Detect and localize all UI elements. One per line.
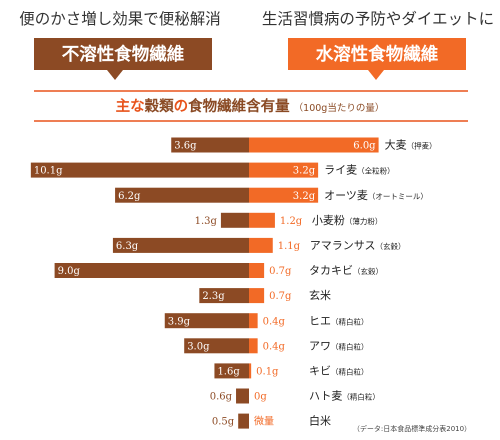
soluble-value-label: 1.2g: [280, 216, 303, 227]
soluble-value-label: 3.2g: [293, 166, 316, 177]
soluble-bar: [249, 288, 265, 304]
category-name: 小麦粉: [312, 214, 345, 227]
category-label: タカキビ（玄穀）: [309, 264, 383, 277]
category-note: （押麦）: [407, 141, 437, 151]
soluble-bar: [249, 237, 273, 253]
soluble-bar: [249, 187, 319, 203]
insoluble-value-label: 3.6g: [174, 141, 197, 152]
category-note: （玄穀）: [376, 241, 406, 251]
insoluble-bar: [30, 162, 250, 178]
category-name: キビ: [309, 365, 331, 378]
insoluble-badge: 不溶性食物繊維: [34, 38, 212, 80]
insoluble-value-label: 3.0g: [187, 341, 210, 352]
insoluble-bar: [54, 263, 249, 278]
insoluble-badge-label: 不溶性食物繊維: [62, 44, 185, 65]
insoluble-bar: [236, 388, 249, 404]
insoluble-caption: 便のかさ増し効果で便秘解消: [19, 10, 221, 28]
category-name: アワ: [309, 339, 331, 352]
category-label: アワ（精白粒）: [309, 339, 369, 352]
category-name: アマランサス: [310, 239, 376, 252]
insoluble-bar: [238, 413, 249, 429]
category-note: （精白粒）: [331, 367, 369, 377]
category-name: タカキビ: [309, 264, 353, 277]
category-note: （薄力粉）: [345, 216, 383, 226]
soluble-value-label: 0.4g: [263, 316, 286, 327]
category-label: 大麦（押麦）: [385, 138, 437, 152]
source-note: （データ:日本食品標準成分表2010）: [353, 424, 471, 433]
insoluble-bar: [199, 288, 249, 304]
category-label: 小麦粉（薄力粉）: [312, 214, 383, 227]
soluble-value-label: 0g: [254, 392, 267, 403]
title-unit-note: （100g当たりの量）: [294, 102, 385, 114]
category-name: 玄米: [309, 288, 331, 302]
insoluble-bar: [112, 237, 249, 253]
category-note: （玄穀）: [353, 266, 383, 276]
soluble-bar: [249, 137, 379, 153]
insoluble-value-label: 0.6g: [210, 392, 233, 403]
insoluble-bar: [220, 212, 249, 228]
category-label: 白米: [309, 414, 331, 428]
soluble-value-label: 微量: [254, 415, 274, 428]
category-label: 玄米: [309, 288, 331, 302]
soluble-badge: 水溶性食物繊維: [288, 38, 466, 80]
soluble-value-label: 0.4g: [263, 341, 286, 352]
category-name: ライ麦: [324, 164, 357, 177]
insoluble-value-label: 3.9g: [168, 316, 191, 327]
insoluble-bar: [171, 137, 249, 153]
soluble-value-label: 1.1g: [278, 241, 301, 252]
category-label: ライ麦（全粒粉）: [324, 164, 395, 177]
soluble-value-label: 6.0g: [353, 141, 376, 152]
soluble-badge-pointer: [368, 70, 384, 80]
category-name: ハト麦: [309, 390, 342, 403]
chart-title: 主な穀類の食物繊維含有量 （100g当たりの量）: [116, 97, 385, 115]
insoluble-value-label: 6.2g: [118, 191, 141, 202]
category-label: キビ（精白粒）: [309, 365, 369, 378]
category-note: （精白粒）: [331, 341, 369, 351]
insoluble-value-label: 2.3g: [202, 291, 225, 302]
soluble-value-label: 0.7g: [269, 266, 292, 277]
insoluble-bar: [214, 363, 249, 379]
soluble-caption: 生活習慣病の予防やダイエットに: [262, 10, 494, 28]
insoluble-value-label: 6.3g: [116, 241, 139, 252]
soluble-value-label: 3.2g: [293, 191, 316, 202]
insoluble-value-label: 10.1g: [34, 166, 63, 177]
insoluble-bar: [115, 187, 249, 203]
category-name: オーツ麦: [324, 189, 368, 202]
insoluble-value-label: 1.6g: [217, 367, 240, 378]
soluble-badge-label: 水溶性食物繊維: [316, 44, 439, 65]
category-label: ヒエ（精白粒）: [309, 314, 369, 327]
title-part-2: 穀類: [145, 97, 174, 115]
category-name: ヒエ: [309, 314, 331, 327]
insoluble-bar: [164, 313, 249, 329]
soluble-bar: [249, 338, 258, 354]
soluble-bar: [249, 313, 258, 329]
soluble-value-label: 0.7g: [269, 291, 292, 302]
insoluble-value-label: 0.5g: [212, 417, 235, 428]
insoluble-value-label: 9.0g: [58, 266, 81, 277]
soluble-value-label: 0.1g: [256, 367, 279, 378]
title-part-3: の: [174, 99, 189, 115]
category-note: （精白粒）: [342, 392, 380, 402]
category-label: ハト麦（精白粒）: [309, 390, 380, 403]
category-label: オーツ麦（オートミール）: [324, 189, 428, 202]
category-label: アマランサス（玄穀）: [310, 239, 406, 252]
title-part-1: 主な: [116, 97, 145, 115]
insoluble-bar: [184, 338, 249, 354]
category-note: （精白粒）: [331, 316, 369, 326]
soluble-badge-box: [288, 38, 466, 70]
title-part-4: 食物繊維含有量: [188, 97, 290, 115]
category-note: （全粒粉）: [357, 166, 395, 176]
category-name: 白米: [309, 414, 331, 428]
soluble-bar: [249, 263, 265, 278]
bars-layer: 3.6g 6.0g 大麦（押麦） 10.1g 3.2g ライ麦（全粒粉） 6.2g 3.2g オ…: [30, 137, 437, 429]
soluble-bar: [249, 363, 252, 379]
soluble-bar: [249, 212, 275, 228]
insoluble-value-label: 1.3g: [195, 216, 218, 227]
soluble-bar: [249, 162, 319, 178]
insoluble-badge-box: [34, 38, 212, 70]
insoluble-badge-pointer: [107, 70, 123, 80]
category-name: 大麦: [385, 138, 407, 152]
category-note: （オートミール）: [368, 192, 428, 201]
